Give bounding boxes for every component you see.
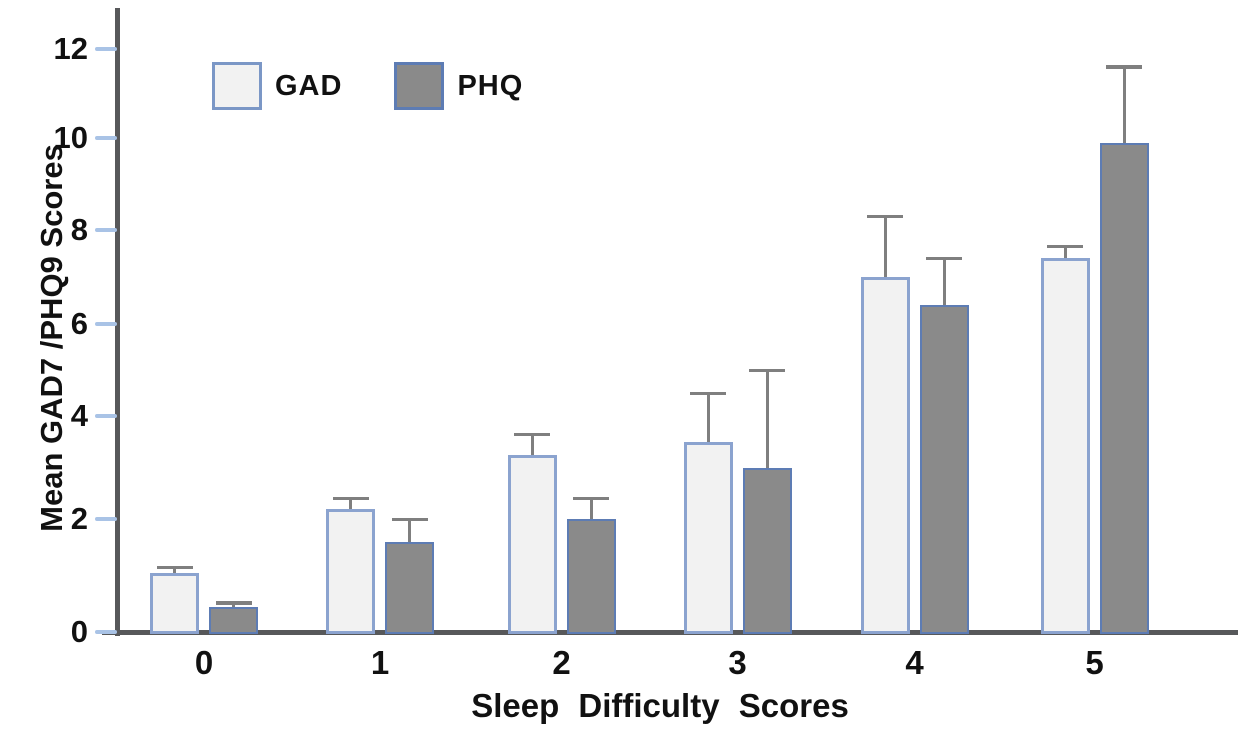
bar-phq-2 (566, 519, 616, 634)
bar-gad-0 (150, 572, 199, 634)
bar-gad-2 (507, 454, 557, 634)
error-bar-stem-gad-2 (530, 434, 534, 455)
legend-swatch-phq (394, 62, 445, 110)
y-tick-mark-10 (95, 136, 117, 140)
error-bar-cap-gad-1 (332, 496, 369, 501)
x-tick-label-3: 3 (728, 644, 747, 681)
error-bar-stem-phq-1 (408, 519, 411, 542)
x-tick-label-2: 2 (552, 644, 571, 681)
y-tick-label-10: 10 (53, 120, 88, 155)
x-tick-label-4: 4 (905, 644, 924, 681)
y-tick-mark-2 (95, 517, 117, 521)
bar-gad-4 (860, 277, 910, 634)
y-tick-label-2: 2 (70, 501, 88, 536)
y-axis-line (115, 8, 120, 636)
error-bar-cap-phq-2 (573, 496, 609, 501)
bar-phq-5 (1099, 142, 1149, 634)
error-bar-cap-gad-5 (1047, 244, 1083, 249)
legend-swatch-gad (212, 62, 262, 110)
x-tick-label-0: 0 (194, 644, 214, 681)
legend: GAD PHQ (212, 62, 523, 110)
bar-phq-3 (742, 467, 792, 634)
y-tick-label-8: 8 (70, 212, 88, 247)
error-bar-stem-gad-5 (1063, 246, 1067, 259)
legend-label-phq: PHQ (457, 69, 524, 102)
y-tick-mark-8 (95, 228, 117, 232)
y-tick-label-12: 12 (53, 31, 88, 66)
error-bar-stem-phq-5 (1122, 66, 1126, 143)
error-bar-stem-phq-4 (942, 258, 946, 306)
error-bar-cap-phq-3 (749, 368, 785, 372)
y-tick-mark-0 (95, 630, 117, 634)
error-bar-stem-gad-3 (706, 393, 710, 442)
bar-gad-1 (326, 508, 375, 634)
bar-phq-4 (919, 305, 969, 634)
error-bar-cap-phq-1 (391, 517, 428, 521)
error-bar-cap-phq-0 (215, 601, 252, 605)
error-bar-stem-gad-4 (883, 216, 887, 277)
error-bar-stem-gad-1 (349, 498, 352, 509)
bar-phq-1 (385, 541, 434, 634)
y-tick-label-0: 0 (70, 614, 88, 649)
y-tick-mark-4 (95, 414, 117, 418)
bar-phq-0 (209, 606, 258, 634)
y-tick-label-6: 6 (70, 306, 88, 341)
y-axis-title: Mean GAD7 /PHQ9 Scores (34, 144, 69, 532)
x-tick-label-5: 5 (1085, 644, 1104, 681)
error-bar-cap-gad-3 (690, 391, 726, 395)
y-tick-mark-12 (95, 47, 117, 51)
error-bar-stem-gad-0 (173, 567, 176, 573)
bar-gad-3 (683, 441, 733, 634)
error-bar-cap-gad-0 (156, 565, 193, 570)
error-bar-cap-gad-4 (867, 214, 903, 219)
x-tick-label-1: 1 (370, 644, 390, 681)
error-bar-stem-phq-3 (765, 370, 769, 468)
x-axis-title: Sleep Difficulty Scores (471, 687, 849, 724)
legend-label-gad: GAD (275, 69, 343, 102)
y-tick-mark-6 (95, 322, 117, 326)
y-tick-label-4: 4 (70, 398, 88, 433)
error-bar-cap-phq-4 (926, 256, 962, 261)
error-bar-stem-phq-2 (589, 498, 593, 519)
bar-gad-5 (1040, 258, 1090, 634)
error-bar-cap-gad-2 (514, 432, 550, 437)
error-bar-cap-phq-5 (1106, 65, 1142, 69)
x-axis-line (102, 630, 1238, 635)
